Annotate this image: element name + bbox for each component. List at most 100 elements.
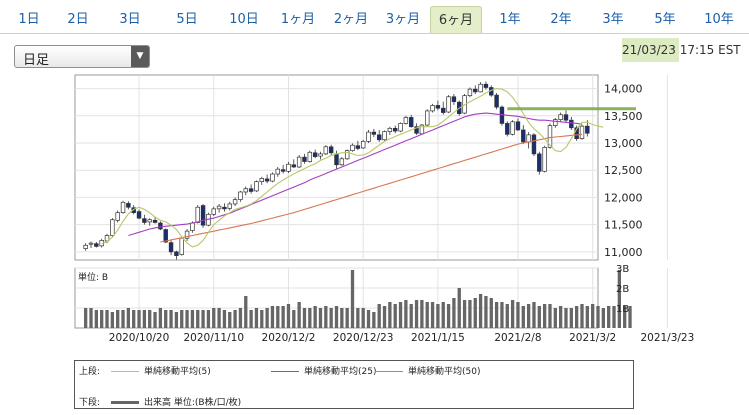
tab-divider	[0, 33, 749, 34]
tab-1d[interactable]: 1日	[18, 12, 40, 27]
volume-bar	[457, 288, 461, 328]
candle-down	[585, 125, 590, 134]
tab-10d[interactable]: 10日	[229, 12, 259, 27]
legend-upper-label: 上段:	[79, 367, 101, 377]
candle-down	[521, 129, 526, 143]
candle-down	[158, 222, 163, 230]
date-tick-label: 2021/2/8	[494, 332, 541, 344]
candle-up	[350, 144, 355, 151]
candle-up	[286, 163, 291, 172]
volume-bar	[623, 306, 627, 328]
date-tick-label: 2021/3/2	[569, 332, 616, 344]
candle-up	[83, 244, 88, 249]
tab-3m[interactable]: 3ヶ月	[385, 12, 421, 27]
tab-2m[interactable]: 2ヶ月	[333, 12, 369, 27]
candle-period-select[interactable]: 日足 ▼	[14, 45, 150, 68]
volume-bar	[350, 270, 355, 328]
tab-5y[interactable]: 5年	[654, 12, 676, 27]
candle-up	[110, 219, 115, 236]
volume-bar	[366, 310, 371, 328]
volume-bar	[110, 312, 115, 328]
volume-bar	[196, 310, 200, 328]
volume-bar	[265, 308, 269, 328]
candle-up	[184, 230, 190, 239]
volume-bar	[500, 302, 504, 328]
candle-down	[334, 153, 339, 166]
candle-up	[425, 110, 430, 126]
candle-down	[248, 188, 254, 192]
volume-bar	[302, 308, 307, 328]
volume-bar	[180, 310, 184, 328]
dropdown-arrow-icon[interactable]: ▼	[131, 46, 149, 67]
candle-down	[515, 121, 521, 131]
volume-bar	[558, 306, 563, 328]
volume-tick-label: 1B	[616, 304, 629, 315]
candle-period-value: 日足	[23, 53, 50, 68]
candle-down	[371, 131, 377, 135]
legend-swatch-ma25	[271, 371, 299, 372]
candle-down	[392, 127, 398, 132]
tab-6m[interactable]: 6ヶ月	[430, 6, 482, 34]
candle-up	[339, 158, 345, 166]
candle-up	[238, 191, 243, 200]
volume-bar	[596, 306, 600, 328]
candle-up	[318, 153, 323, 157]
date-tick-label: 2020/12/2	[262, 332, 316, 344]
volume-bar	[414, 300, 419, 328]
volume-bar	[94, 310, 98, 328]
volume-bar	[105, 310, 109, 328]
volume-bar	[494, 302, 499, 328]
date-tick-label: 2020/12/23	[333, 332, 394, 344]
volume-bar	[260, 310, 264, 328]
candle-up	[467, 88, 473, 97]
volume-bar	[377, 304, 381, 328]
legend-item-ma50: 単純移動平均(50)	[375, 364, 480, 377]
candle-up	[510, 121, 515, 135]
candle-up	[403, 117, 409, 124]
volume-bar	[532, 302, 536, 328]
volume-bar	[84, 308, 88, 328]
volume-bar	[388, 302, 392, 328]
volume-unit-label: 単位: B	[78, 271, 108, 283]
candle-down	[152, 219, 158, 223]
candle-up	[553, 119, 558, 126]
volume-tick-label: 2B	[616, 284, 629, 295]
volume-bar	[393, 304, 397, 328]
volume-bar	[222, 310, 227, 328]
tab-2d[interactable]: 2日	[67, 12, 89, 27]
volume-bar	[318, 308, 323, 328]
volume-bar	[548, 304, 552, 328]
legend-ma50-label: 単純移動平均(50)	[408, 367, 481, 377]
tab-1y[interactable]: 1年	[499, 12, 521, 27]
tab-10y[interactable]: 10年	[704, 12, 734, 27]
volume-bar	[617, 270, 622, 328]
candle-down	[142, 218, 147, 223]
volume-bar	[308, 308, 312, 328]
candle-down	[328, 146, 334, 154]
volume-bar	[478, 294, 483, 328]
candle-down	[94, 243, 99, 247]
candle-down	[414, 126, 419, 134]
tab-3d[interactable]: 3日	[119, 12, 141, 27]
volume-bar	[404, 300, 408, 328]
price-tick-label: 11,500	[604, 219, 643, 232]
candle-up	[243, 188, 248, 193]
tab-5d[interactable]: 5日	[176, 12, 198, 27]
tab-1m[interactable]: 1ヶ月	[280, 12, 316, 27]
legend-swatch-ma5	[111, 371, 139, 372]
candle-down	[136, 211, 142, 219]
volume-tick-label: 3B	[616, 264, 629, 275]
legend-item-ma25: 単純移動平均(25)	[271, 364, 376, 377]
tab-2y[interactable]: 2年	[550, 12, 572, 27]
candle-up	[307, 151, 313, 162]
candle-down	[451, 96, 457, 103]
volume-bar	[607, 306, 611, 328]
candle-down	[280, 169, 286, 172]
candle-down	[435, 105, 441, 109]
volume-bar	[233, 310, 237, 328]
candle-up	[227, 203, 232, 209]
candle-down	[200, 205, 206, 226]
tab-3y[interactable]: 3年	[602, 12, 624, 27]
candle-up	[547, 125, 553, 148]
ma50-line	[160, 133, 583, 243]
